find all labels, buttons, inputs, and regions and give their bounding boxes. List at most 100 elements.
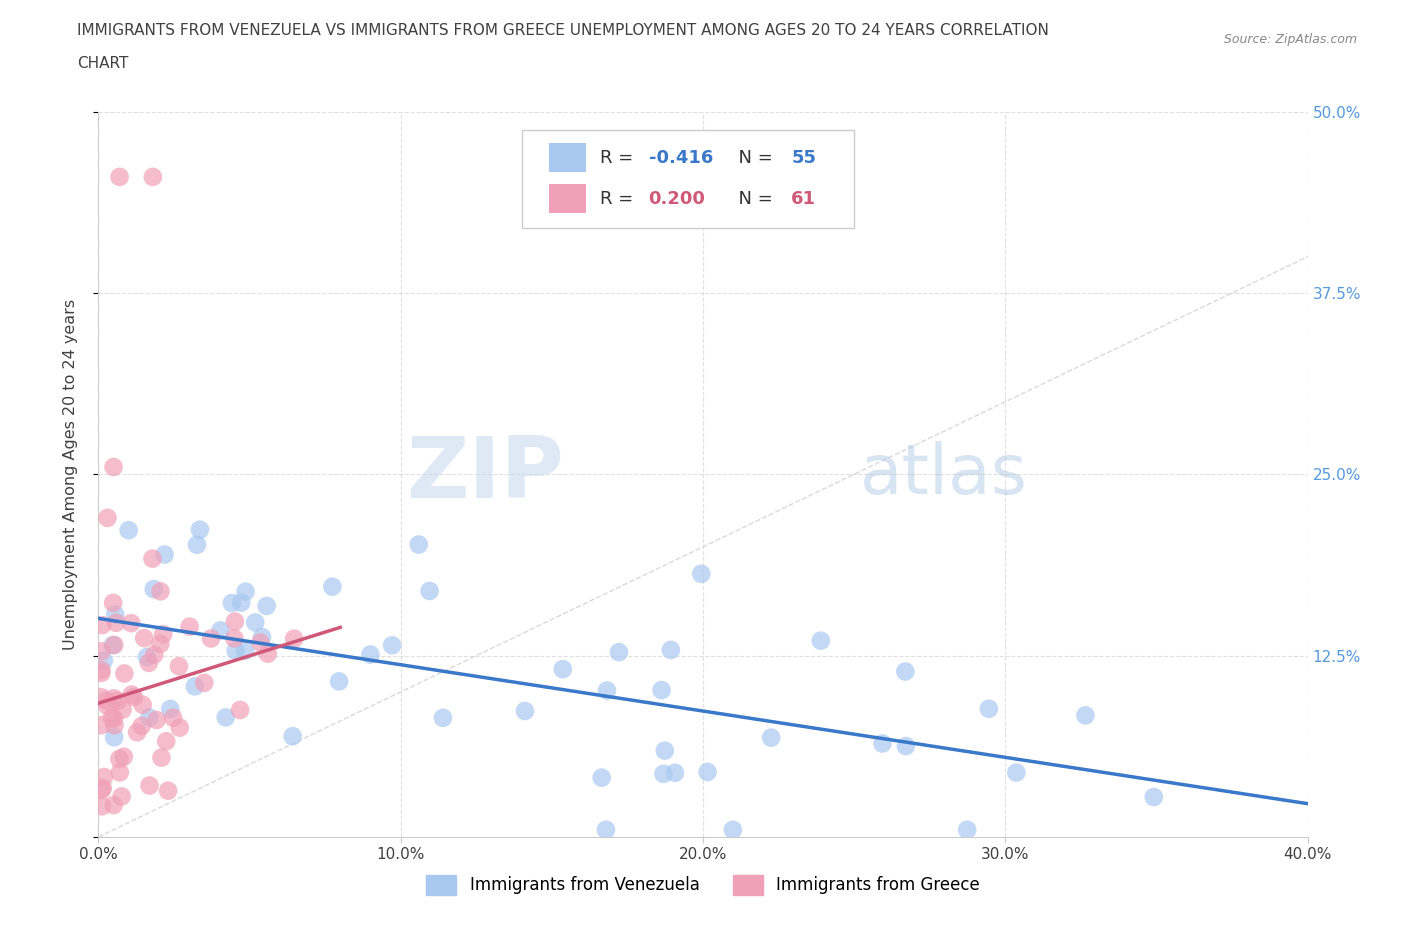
Point bbox=[91, 780, 114, 795]
Point bbox=[283, 631, 305, 646]
Point bbox=[257, 646, 280, 661]
Point bbox=[152, 627, 174, 642]
Text: 61: 61 bbox=[792, 190, 817, 207]
Text: CHART: CHART bbox=[77, 56, 129, 71]
Point bbox=[121, 687, 143, 702]
Point bbox=[1005, 765, 1028, 780]
Point bbox=[188, 523, 211, 538]
Text: N =: N = bbox=[727, 190, 779, 207]
Point bbox=[245, 615, 267, 630]
Point bbox=[103, 718, 125, 733]
Text: ZIP: ZIP bbox=[406, 432, 564, 516]
Point bbox=[149, 584, 172, 599]
Text: IMMIGRANTS FROM VENEZUELA VS IMMIGRANTS FROM GREECE UNEMPLOYMENT AMONG AGES 20 T: IMMIGRANTS FROM VENEZUELA VS IMMIGRANTS … bbox=[77, 23, 1049, 38]
Point bbox=[108, 751, 131, 766]
Point bbox=[135, 649, 157, 664]
Point bbox=[93, 769, 115, 784]
Point bbox=[224, 614, 246, 629]
Text: 55: 55 bbox=[792, 149, 817, 166]
Text: -0.416: -0.416 bbox=[648, 149, 713, 166]
Point bbox=[359, 647, 381, 662]
Point bbox=[591, 770, 613, 785]
Text: atlas: atlas bbox=[860, 441, 1028, 508]
Point bbox=[122, 690, 145, 705]
FancyBboxPatch shape bbox=[550, 184, 586, 213]
Point bbox=[281, 729, 304, 744]
Point bbox=[224, 631, 246, 645]
Point bbox=[90, 718, 112, 733]
Point bbox=[977, 701, 1000, 716]
Point bbox=[145, 712, 167, 727]
Point bbox=[120, 616, 142, 631]
Point bbox=[108, 765, 131, 780]
Point bbox=[96, 511, 118, 525]
Point bbox=[551, 662, 574, 677]
Legend: Immigrants from Venezuela, Immigrants from Greece: Immigrants from Venezuela, Immigrants fr… bbox=[419, 869, 987, 901]
Point bbox=[103, 595, 125, 610]
FancyBboxPatch shape bbox=[550, 143, 586, 172]
Point bbox=[231, 595, 253, 610]
Point bbox=[167, 658, 190, 673]
Point bbox=[127, 724, 149, 739]
Point bbox=[91, 618, 114, 632]
Point bbox=[118, 523, 141, 538]
Text: R =: R = bbox=[600, 149, 640, 166]
Point bbox=[138, 710, 160, 724]
Point bbox=[138, 656, 160, 671]
Point bbox=[90, 644, 112, 658]
Point bbox=[96, 698, 118, 713]
Point bbox=[321, 579, 343, 594]
Point bbox=[233, 644, 256, 658]
Point bbox=[229, 702, 252, 717]
Point bbox=[221, 595, 243, 610]
Point bbox=[90, 690, 112, 705]
Point bbox=[153, 547, 176, 562]
Point bbox=[1143, 790, 1166, 804]
Point bbox=[93, 653, 115, 668]
Point bbox=[607, 644, 630, 659]
Point bbox=[131, 719, 153, 734]
Point bbox=[157, 783, 180, 798]
Point bbox=[103, 691, 125, 706]
Point bbox=[256, 598, 278, 613]
Text: Source: ZipAtlas.com: Source: ZipAtlas.com bbox=[1223, 33, 1357, 46]
Point bbox=[651, 683, 673, 698]
Point bbox=[112, 666, 135, 681]
Point bbox=[328, 674, 350, 689]
Point bbox=[142, 169, 165, 184]
Point bbox=[956, 822, 979, 837]
Point bbox=[155, 734, 177, 749]
Text: R =: R = bbox=[600, 190, 640, 207]
Point bbox=[654, 743, 676, 758]
Point bbox=[696, 764, 718, 779]
Point bbox=[162, 711, 184, 725]
Point bbox=[91, 799, 114, 814]
Point bbox=[143, 647, 166, 662]
Point bbox=[111, 789, 134, 804]
Point bbox=[108, 169, 131, 184]
Point bbox=[150, 751, 173, 765]
Point bbox=[408, 538, 430, 552]
Point bbox=[184, 679, 207, 694]
Point bbox=[103, 730, 125, 745]
Point bbox=[235, 584, 257, 599]
Text: N =: N = bbox=[727, 149, 779, 166]
Point bbox=[101, 638, 124, 653]
Point bbox=[105, 616, 128, 631]
Point bbox=[1074, 708, 1097, 723]
Point bbox=[169, 720, 191, 735]
Point bbox=[721, 822, 744, 837]
Point bbox=[104, 607, 127, 622]
Point bbox=[215, 710, 238, 724]
Point bbox=[159, 701, 181, 716]
Point bbox=[107, 694, 129, 709]
Point bbox=[149, 636, 172, 651]
Point bbox=[209, 623, 232, 638]
FancyBboxPatch shape bbox=[522, 130, 855, 228]
Point bbox=[894, 664, 917, 679]
Point bbox=[112, 750, 135, 764]
Point bbox=[103, 638, 125, 653]
Point bbox=[193, 675, 215, 690]
Point bbox=[142, 581, 165, 596]
Point bbox=[761, 730, 783, 745]
